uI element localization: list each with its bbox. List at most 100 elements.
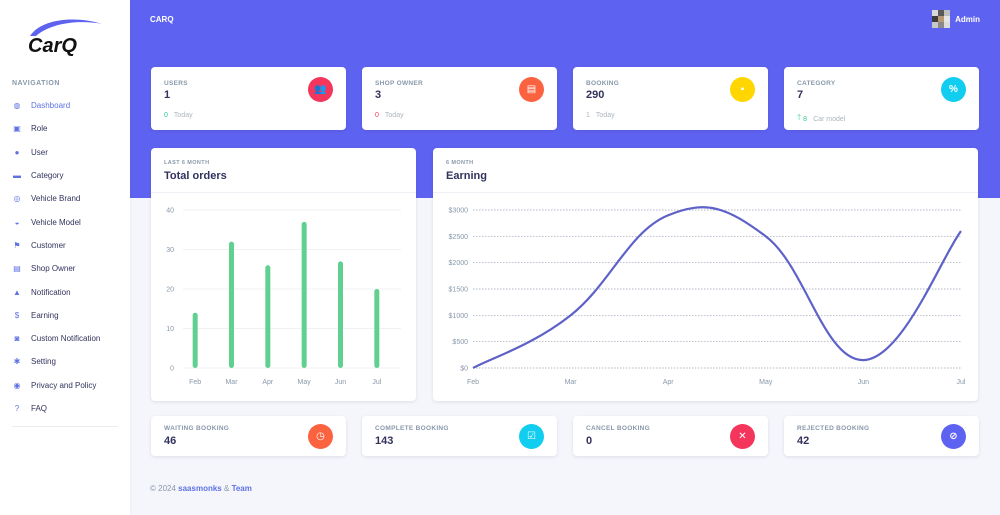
stat-value: 290 (586, 89, 605, 101)
percent-icon: % (941, 77, 966, 102)
x-tick-label: Feb (189, 379, 201, 386)
bar-may[interactable] (301, 221, 307, 368)
sidebar-item-label: Role (31, 124, 48, 134)
footer-company-link[interactable]: saasmonks (178, 484, 222, 493)
close-icon: ✕ (730, 424, 755, 449)
bar-feb[interactable] (192, 312, 198, 368)
sidebar-item-faq[interactable]: ? FAQ (0, 397, 130, 420)
dollar-icon: $ (14, 310, 20, 320)
x-tick-label: Jun (335, 379, 346, 386)
booking-card-complete-booking: COMPLETE BOOKING 143 ☑ (362, 416, 557, 456)
stat-footer-number: 8 (803, 115, 808, 123)
clock-icon: ◷ (308, 424, 333, 449)
carq-logo[interactable]: CarQ (22, 14, 112, 58)
sidebar-item-privacy-and-policy[interactable]: ◉ Privacy and Policy (0, 374, 130, 397)
sidebar-item-role[interactable]: ▣ Role (0, 117, 130, 140)
sidebar-item-setting[interactable]: ✱ Setting (0, 350, 130, 373)
sidebar-item-customer[interactable]: ⚑ Customer (0, 234, 130, 257)
stat-title: CATEGORY (797, 80, 836, 87)
stat-card-shop-owner: SHOP OWNER 3 0 Today ▤ (362, 67, 557, 130)
stat-footer-number: 0 (375, 112, 379, 119)
sidebar-item-label: Custom Notification (31, 334, 101, 344)
stat-footer-text: Today (595, 112, 615, 119)
folder-icon: ▬ (13, 171, 21, 181)
eye-icon: ◉ (13, 380, 21, 390)
booking-value: 143 (375, 435, 394, 447)
sidebar-item-shop-owner[interactable]: ▤ Shop Owner (0, 257, 130, 280)
stat-footer-text: Today (173, 112, 193, 119)
y-tick-label: $500 (452, 339, 468, 346)
earning-title: Earning (446, 170, 487, 182)
booking-card-cancel-booking: CANCEL BOOKING 0 ✕ (573, 416, 768, 456)
sidebar-item-vehicle-brand[interactable]: ◎ Vehicle Brand (0, 187, 130, 210)
shop-icon: ▤ (519, 77, 544, 102)
earning-point-jun[interactable] (860, 357, 866, 363)
y-tick-label: $0 (460, 366, 468, 373)
nav-divider (12, 426, 118, 427)
booking-value: 0 (586, 435, 593, 447)
sidebar-item-label: Setting (31, 357, 56, 367)
y-tick-label: $1500 (449, 287, 469, 294)
orders-separator (151, 192, 416, 193)
y-tick-label: 30 (166, 247, 174, 254)
user-icon: ● (14, 147, 20, 157)
sidebar-item-label: Dashboard (31, 101, 71, 111)
question-icon: ? (14, 404, 20, 413)
stat-card-booking: BOOKING 290 1 Today ▪ (573, 67, 768, 130)
ban-icon: ⊘ (941, 424, 966, 449)
sidebar-nav: ◍ Dashboard ▣ Role ● User ▬ Category ◎ Vehicle Br… (0, 94, 130, 420)
stat-footer-number: 1 (586, 112, 590, 119)
footer-amp: & (223, 484, 230, 493)
sidebar-item-label: User (31, 147, 48, 157)
flag-icon: ⚑ (13, 240, 21, 250)
stat-card-users: USERS 1 0 Today 👥 (151, 67, 346, 130)
x-tick-label: Jun (858, 379, 869, 386)
footer-copyright: © 2024 (150, 484, 176, 493)
sidebar-item-label: Vehicle Model (31, 217, 81, 227)
sidebar-item-earning[interactable]: $ Earning (0, 304, 130, 327)
x-tick-label: May (298, 379, 312, 386)
bar-jul[interactable] (374, 289, 380, 368)
booking-title: COMPLETE BOOKING (375, 425, 449, 432)
sidebar-item-label: Shop Owner (31, 264, 76, 274)
x-tick-label: Mar (225, 379, 238, 386)
x-tick-label: Jul (957, 379, 966, 386)
user-menu[interactable]: Admin (932, 10, 980, 28)
earning-point-feb[interactable] (470, 365, 476, 371)
sidebar-item-dashboard[interactable]: ◍ Dashboard (0, 94, 130, 117)
sidebar-item-category[interactable]: ▬ Category (0, 164, 130, 187)
sidebar-item-user[interactable]: ● User (0, 141, 130, 164)
stat-value: 3 (375, 89, 382, 101)
earning-point-jul[interactable] (958, 228, 964, 234)
sidebar-item-label: Vehicle Brand (31, 194, 81, 204)
booking-card-rejected-booking: REJECTED BOOKING 42 ⊘ (784, 416, 979, 456)
sidebar-item-vehicle-model[interactable]: ◒ Vehicle Model (0, 210, 130, 233)
sidebar-item-notification[interactable]: ▲ Notification (0, 280, 130, 303)
booking-value: 42 (797, 435, 810, 447)
earning-subtitle: 6 MONTH (446, 160, 474, 166)
booking-title: WAITING BOOKING (164, 425, 230, 432)
sidebar-item-custom-notification[interactable]: ◙ Custom Notification (0, 327, 130, 350)
sidebar-item-label: Privacy and Policy (31, 380, 97, 390)
stat-title: SHOP OWNER (375, 80, 424, 87)
stat-value: 7 (797, 89, 804, 101)
stat-footer: 0 Today (375, 112, 404, 119)
sidebar-item-label: FAQ (31, 404, 48, 413)
truck-icon: ◙ (14, 334, 20, 344)
bar-mar[interactable] (229, 241, 234, 368)
footer-team-link[interactable]: Team (231, 484, 252, 493)
booking-title: REJECTED BOOKING (797, 425, 870, 432)
bar-apr[interactable] (265, 265, 271, 368)
earning-point-may[interactable] (763, 233, 769, 239)
x-tick-label: May (759, 379, 773, 386)
y-tick-label: 10 (166, 326, 174, 333)
stat-title: USERS (164, 80, 188, 87)
bell-icon: ▲ (13, 287, 21, 297)
bar-jun[interactable] (338, 261, 343, 368)
stat-footer: 0 Today (164, 112, 193, 119)
stat-footer: 🡑 8 Car model (797, 112, 845, 126)
earning-point-mar[interactable] (568, 312, 574, 318)
earning-point-apr[interactable] (665, 212, 671, 218)
y-tick-label: $1000 (449, 313, 469, 320)
earning-card: 6 MONTH Earning $0 $500 $1000 $1500 $2000 $25… (433, 148, 978, 401)
